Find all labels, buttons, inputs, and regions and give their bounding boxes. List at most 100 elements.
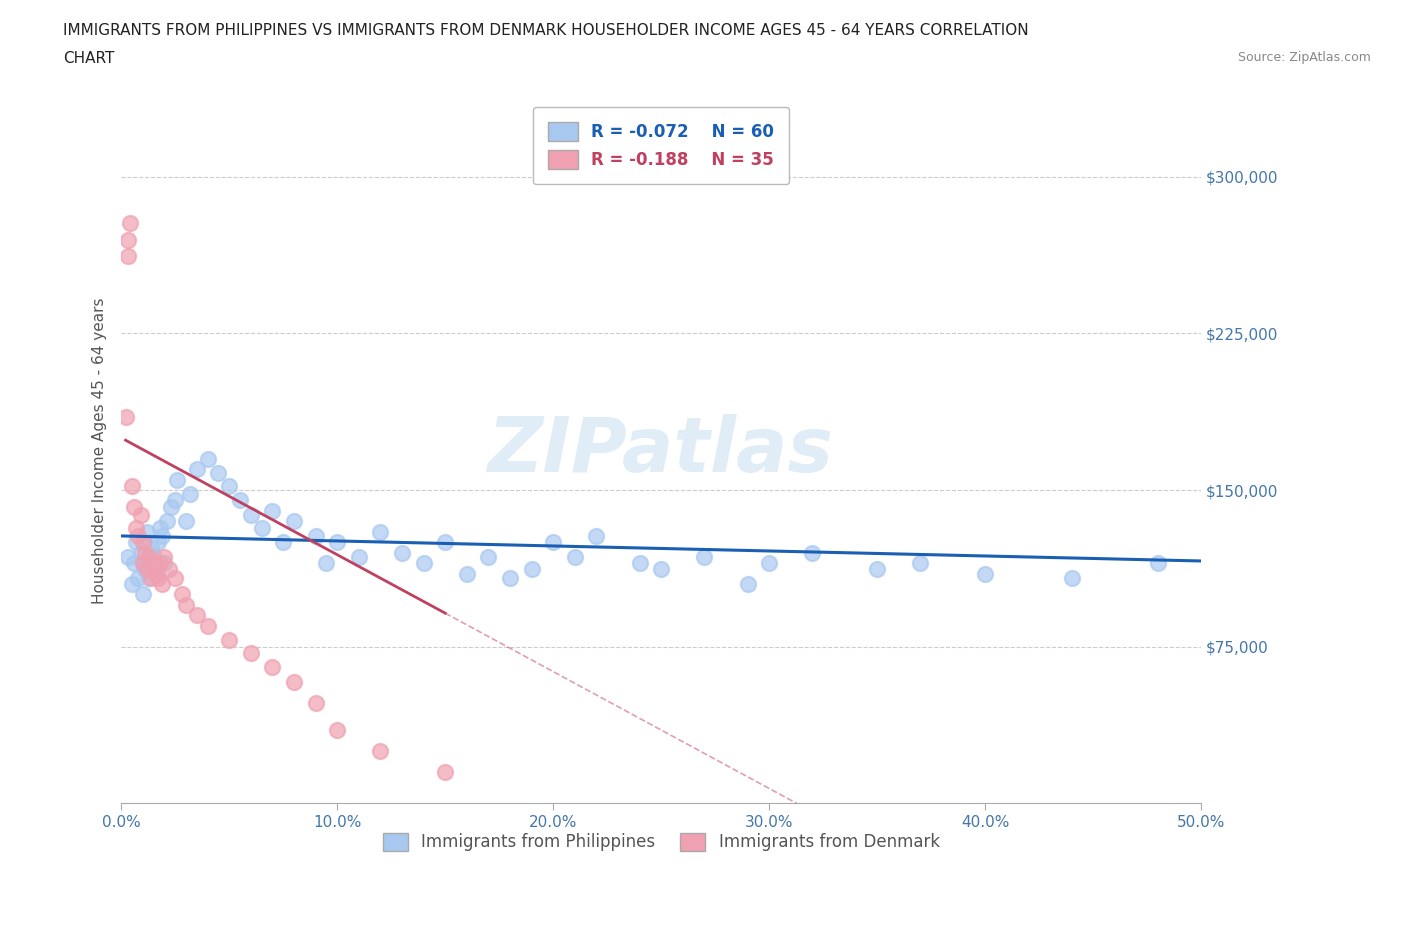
Point [737,577,759,591]
Point [117,232,139,247]
Point [801,545,824,560]
Point [283,674,305,689]
Point [142,550,165,565]
Point [145,566,167,581]
Point [125,520,148,535]
Point [155,514,177,529]
Text: ZIPatlas: ZIPatlas [488,414,834,488]
Point [434,764,457,779]
Point [250,520,273,535]
Point [239,645,262,660]
Point [136,525,159,539]
Point [520,562,543,577]
Point [117,550,139,565]
Point [186,608,208,623]
Text: Source: ZipAtlas.com: Source: ZipAtlas.com [1237,51,1371,64]
Point [134,545,156,560]
Point [128,528,150,543]
Point [160,499,183,514]
Point [134,562,156,577]
Point [145,566,167,581]
Point [650,562,672,577]
Point [132,555,155,570]
Point [693,550,716,565]
Point [122,499,145,514]
Point [117,249,139,264]
Point [283,514,305,529]
Point [129,545,152,560]
Text: IMMIGRANTS FROM PHILIPPINES VS IMMIGRANTS FROM DENMARK HOUSEHOLDER INCOME AGES 4: IMMIGRANTS FROM PHILIPPINES VS IMMIGRANT… [63,23,1029,38]
Point [122,555,145,570]
Point [456,566,478,581]
Point [166,472,188,487]
Point [128,570,150,585]
Point [153,550,176,565]
Point [138,570,160,585]
Point [118,216,141,231]
Point [174,514,197,529]
Point [132,535,155,550]
Point [347,550,370,565]
Point [412,555,434,570]
Point [170,587,193,602]
Point [157,562,180,577]
Point [174,597,197,612]
Point [315,555,337,570]
Point [218,478,240,493]
Point [132,555,155,570]
Point [197,451,219,466]
Point [866,562,889,577]
Point [138,550,160,565]
Point [585,528,607,543]
Point [434,535,457,550]
Point [758,555,780,570]
Point [132,587,155,602]
Text: CHART: CHART [63,51,115,66]
Point [262,660,284,675]
Point [229,493,252,508]
Legend: Immigrants from Philippines, Immigrants from Denmark: Immigrants from Philippines, Immigrants … [375,826,946,858]
Point [141,541,163,556]
Point [370,525,392,539]
Point [1147,555,1170,570]
Point [186,461,208,476]
Point [304,528,326,543]
Point [1060,570,1083,585]
Point [564,550,586,565]
Point [136,562,159,577]
Point [125,535,148,550]
Point [628,555,651,570]
Point [910,555,932,570]
Point [121,577,143,591]
Point [326,535,349,550]
Point [207,466,229,481]
Point [149,555,172,570]
Point [149,520,172,535]
Point [197,618,219,633]
Point [153,555,176,570]
Point [271,535,294,550]
Point [499,570,522,585]
Point [391,545,413,560]
Point [370,743,392,758]
Point [121,478,143,493]
Point [262,503,284,518]
Point [165,570,187,585]
Point [304,696,326,711]
Point [218,632,240,647]
Point [146,570,169,585]
Point [179,486,201,501]
Point [146,535,169,550]
Point [142,555,165,570]
Point [141,570,163,585]
Point [150,577,173,591]
Point [165,493,187,508]
Point [477,550,499,565]
Point [114,409,136,424]
Point [239,508,262,523]
Point [326,723,349,737]
Point [129,508,152,523]
Point [974,566,997,581]
Point [541,535,564,550]
Y-axis label: Householder Income Ages 45 - 64 years: Householder Income Ages 45 - 64 years [93,298,107,604]
